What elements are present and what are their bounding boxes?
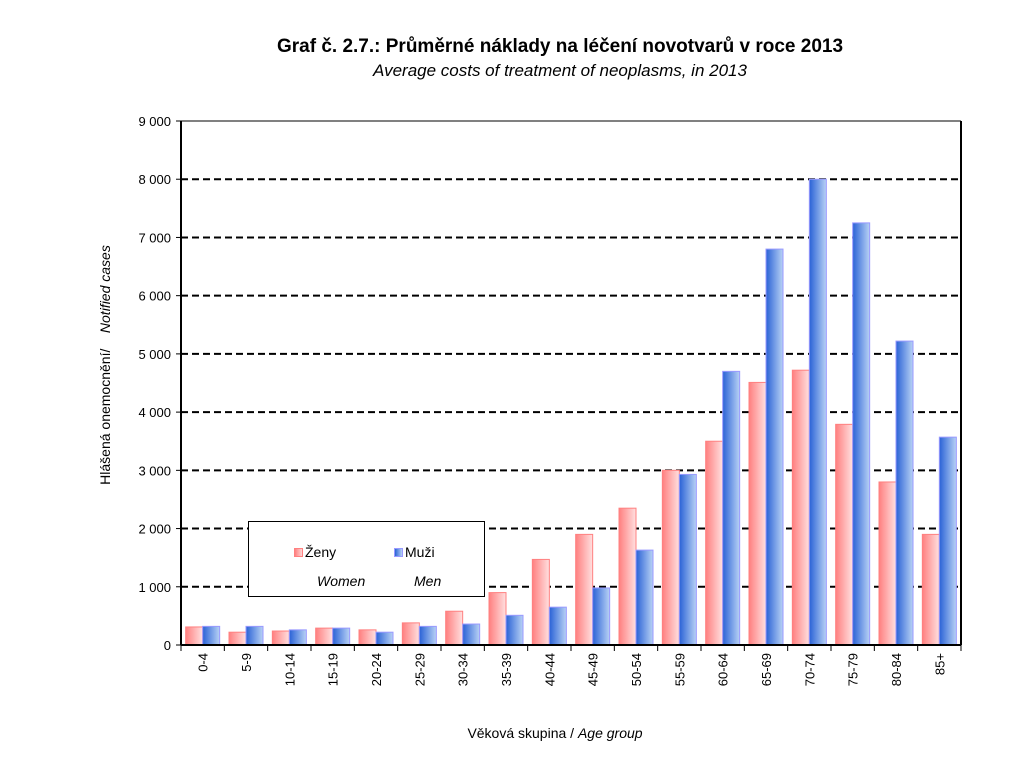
bar-women [271, 630, 290, 646]
bar-women [401, 622, 420, 646]
y-tick-label: 8 000 [138, 172, 171, 187]
y-tick-label: 6 000 [138, 289, 171, 304]
bar-men [765, 248, 784, 646]
bar-men [852, 222, 871, 646]
x-tick-label: 50-54 [629, 653, 644, 686]
legend-item-women: Ženy [294, 544, 336, 560]
x-tick-label: 60-64 [716, 653, 731, 686]
bar-men [332, 627, 351, 646]
bar-women [185, 626, 204, 646]
y-tick-label: 3 000 [138, 463, 171, 478]
bar-women [791, 369, 810, 646]
x-tick-label: 30-34 [456, 653, 471, 686]
y-tick-label: 1 000 [138, 580, 171, 595]
x-tick-label: 80-84 [889, 653, 904, 686]
y-axis-title-cz: Hlášená onemocnění/ [97, 348, 113, 485]
bar-women [705, 440, 724, 646]
y-tick-label: 5 000 [138, 347, 171, 362]
x-tick-label: 0-4 [196, 653, 211, 672]
chart-subtitle: Average costs of treatment of neoplasms,… [373, 61, 747, 80]
y-tick-label: 9 000 [138, 114, 171, 129]
y-axis-title: Hlášená onemocnění/ Notified cases [97, 245, 113, 485]
y-tick-label: 2 000 [138, 522, 171, 537]
bar-men [938, 436, 957, 646]
bar-men [245, 625, 264, 646]
x-axis-title-cz: Věková skupina / [467, 725, 578, 741]
bar-women [835, 423, 854, 646]
bar-men [505, 614, 524, 646]
bar-men [808, 178, 827, 646]
legend-swatch-men [394, 547, 403, 557]
y-tick-label: 4 000 [138, 405, 171, 420]
bar-men [202, 625, 221, 646]
legend-swatch-women [294, 547, 303, 557]
bar-men [418, 625, 437, 646]
bar-men [895, 340, 914, 646]
x-tick-label: 40-44 [542, 653, 557, 686]
bar-women [748, 381, 767, 646]
x-tick-label: 70-74 [802, 653, 817, 686]
x-tick-label: 25-29 [412, 653, 427, 686]
x-tick-label: 15-19 [326, 653, 341, 686]
bar-women [878, 481, 897, 646]
legend-label-men: Muži [405, 544, 435, 560]
bar-men [722, 370, 741, 646]
x-tick-label: 55-59 [672, 653, 687, 686]
legend: Ženy Muži Women Men [248, 521, 485, 597]
bar-men [375, 631, 394, 646]
legend-item-men: Muži [394, 544, 435, 560]
bar-women [445, 610, 464, 646]
chart-title: Graf č. 2.7.: Průměrné náklady na léčení… [276, 36, 844, 57]
bar-women [921, 533, 940, 646]
bar-men [592, 587, 611, 646]
legend-label-men-en: Men [414, 573, 442, 589]
y-tick-label: 0 [164, 638, 171, 653]
x-tick-label: 65-69 [759, 653, 774, 686]
bar-women [358, 629, 377, 646]
x-axis-title: Věková skupina / Age group [0, 725, 1024, 741]
bar-women [661, 469, 680, 646]
y-axis-title-en: Notified cases [97, 245, 113, 334]
bar-women [228, 631, 247, 646]
x-tick-label: 45-49 [586, 653, 601, 686]
legend-label-women: Ženy [305, 544, 337, 560]
x-tick-label: 20-24 [369, 653, 384, 686]
bar-men [548, 606, 567, 646]
bar-men [288, 629, 307, 646]
x-tick-label: 5-9 [239, 653, 254, 672]
x-axis-title-en: Age group [577, 725, 643, 741]
bar-women [575, 533, 594, 646]
legend-label-women-en: Women [317, 573, 366, 589]
bar-men [635, 549, 654, 646]
bar-women [531, 558, 550, 646]
bar-women [315, 627, 334, 646]
y-tick-label: 7 000 [138, 230, 171, 245]
bar-women [618, 507, 637, 646]
x-tick-label: 75-79 [846, 653, 861, 686]
bar-women [488, 592, 507, 646]
x-tick-label: 10-14 [282, 653, 297, 686]
x-tick-label: 35-39 [499, 653, 514, 686]
bar-men [678, 473, 697, 646]
x-tick-label: 85+ [932, 653, 947, 675]
bar-men [462, 623, 481, 646]
